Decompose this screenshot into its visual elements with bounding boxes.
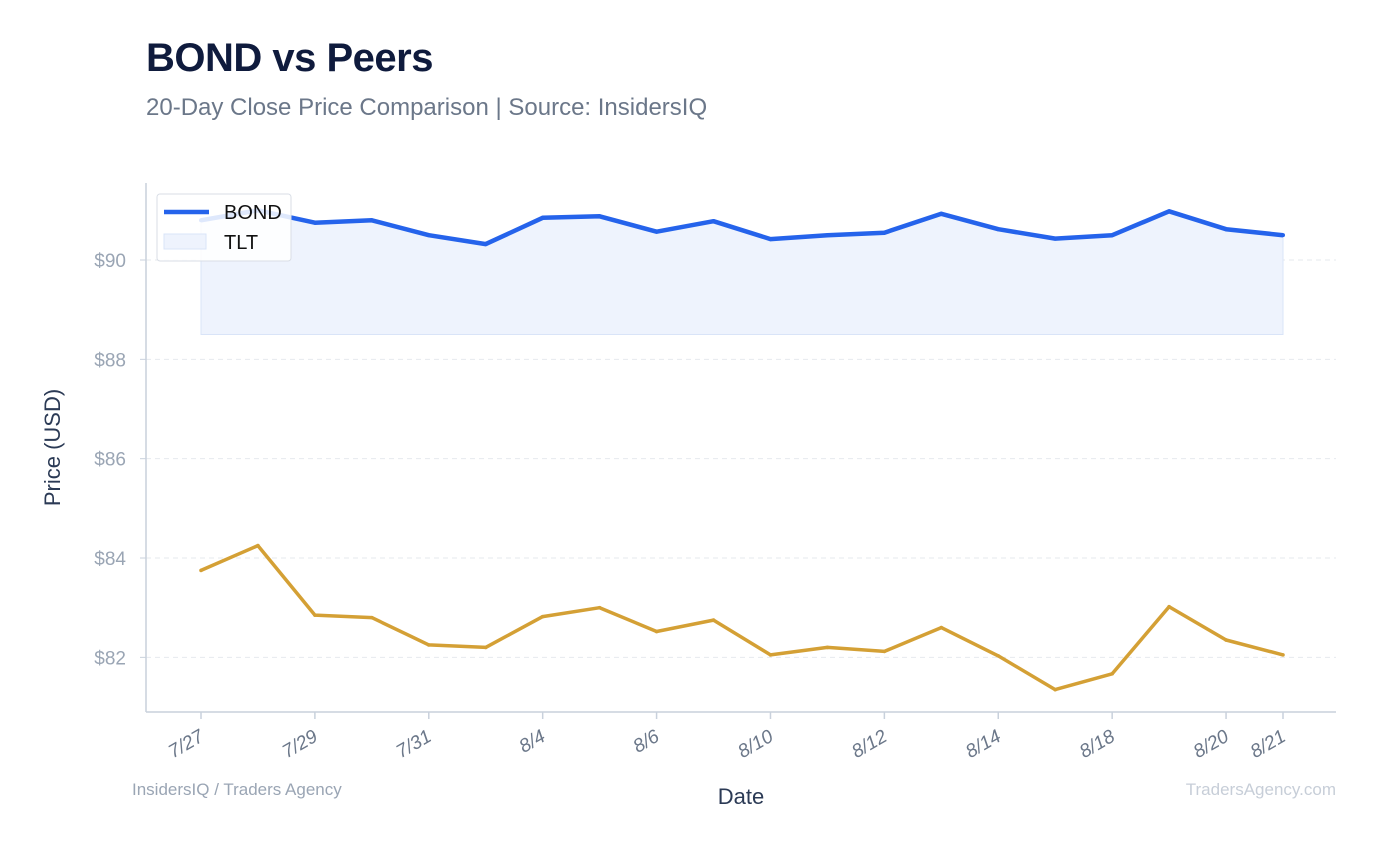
bond-point: [312, 220, 317, 225]
bond-point: [996, 227, 1001, 232]
legend-swatch-tlt: [163, 233, 207, 250]
bond-point: [1281, 233, 1285, 238]
peer-point: [768, 653, 773, 657]
peer-point: [654, 629, 659, 634]
peer-point: [1110, 671, 1114, 676]
chart-title: BOND vs Peers: [146, 36, 433, 80]
peer-point: [711, 618, 716, 622]
bond-point: [654, 229, 659, 234]
footer-credit: InsidersIQ / Traders Agency: [132, 780, 342, 799]
chart-subtitle: 20-Day Close Price Comparison | Source: …: [146, 94, 708, 121]
x-axis-title: Date: [718, 784, 764, 809]
bond-point: [711, 219, 716, 224]
y-tick-label: $86: [94, 450, 126, 471]
peer-point: [540, 614, 545, 619]
bond-point: [1110, 233, 1115, 238]
peer-point: [1053, 687, 1058, 692]
bond-point: [882, 230, 887, 235]
x-tick-label: 8/4: [516, 726, 549, 757]
peer-point: [199, 568, 203, 573]
peer-point: [370, 615, 374, 620]
peer-point: [939, 625, 944, 630]
bond-point: [426, 233, 431, 238]
peer-point: [597, 605, 602, 610]
peer-point: [483, 645, 488, 650]
peer-point: [1281, 653, 1285, 657]
peer-point: [1224, 638, 1228, 642]
bond-point: [825, 233, 830, 238]
x-tick-label: 7/31: [393, 726, 436, 763]
x-tick-label: 8/18: [1076, 726, 1119, 763]
x-tick-label: 7/27: [165, 725, 209, 762]
bond-point: [1053, 236, 1058, 241]
x-tick-label: 8/21: [1247, 726, 1290, 763]
peer-point: [1167, 604, 1171, 609]
x-tick-label: 8/20: [1190, 726, 1233, 763]
x-tick-label: 8/6: [630, 726, 664, 758]
bond-line: [200, 208, 1284, 247]
legend-label-tlt: TLT: [224, 232, 258, 254]
x-tick-label: 8/10: [734, 726, 777, 763]
bond-point: [939, 211, 944, 216]
axes: [145, 183, 1336, 719]
legend-label-bond: BOND: [224, 202, 282, 224]
bond-point: [369, 218, 374, 223]
y-tick-label: $90: [94, 251, 126, 272]
y-tick-label: $82: [94, 648, 126, 669]
bond-point: [1224, 227, 1229, 232]
y-tick-label: $84: [94, 549, 126, 570]
peer-point: [313, 613, 317, 617]
bond-point: [768, 237, 773, 242]
y-axis-title: Price (USD): [40, 389, 65, 506]
bond-point: [540, 215, 545, 220]
peer-point: [882, 649, 887, 654]
footer-site[interactable]: TradersAgency.com: [1185, 780, 1336, 799]
peer-point: [825, 645, 830, 650]
bond-point: [597, 214, 602, 219]
x-tick-label: 8/12: [848, 726, 891, 763]
peer-point: [426, 643, 431, 647]
peer-line: [200, 543, 1284, 692]
x-tick-label: 7/29: [279, 726, 322, 763]
x-tick-label: 8/14: [962, 726, 1005, 763]
peer-point: [256, 543, 260, 548]
bond-point: [483, 242, 488, 247]
y-tick-label: $88: [94, 350, 126, 371]
peer-point: [996, 654, 1001, 658]
bond-point: [1167, 209, 1172, 214]
legend[interactable]: BOND TLT: [156, 193, 292, 262]
